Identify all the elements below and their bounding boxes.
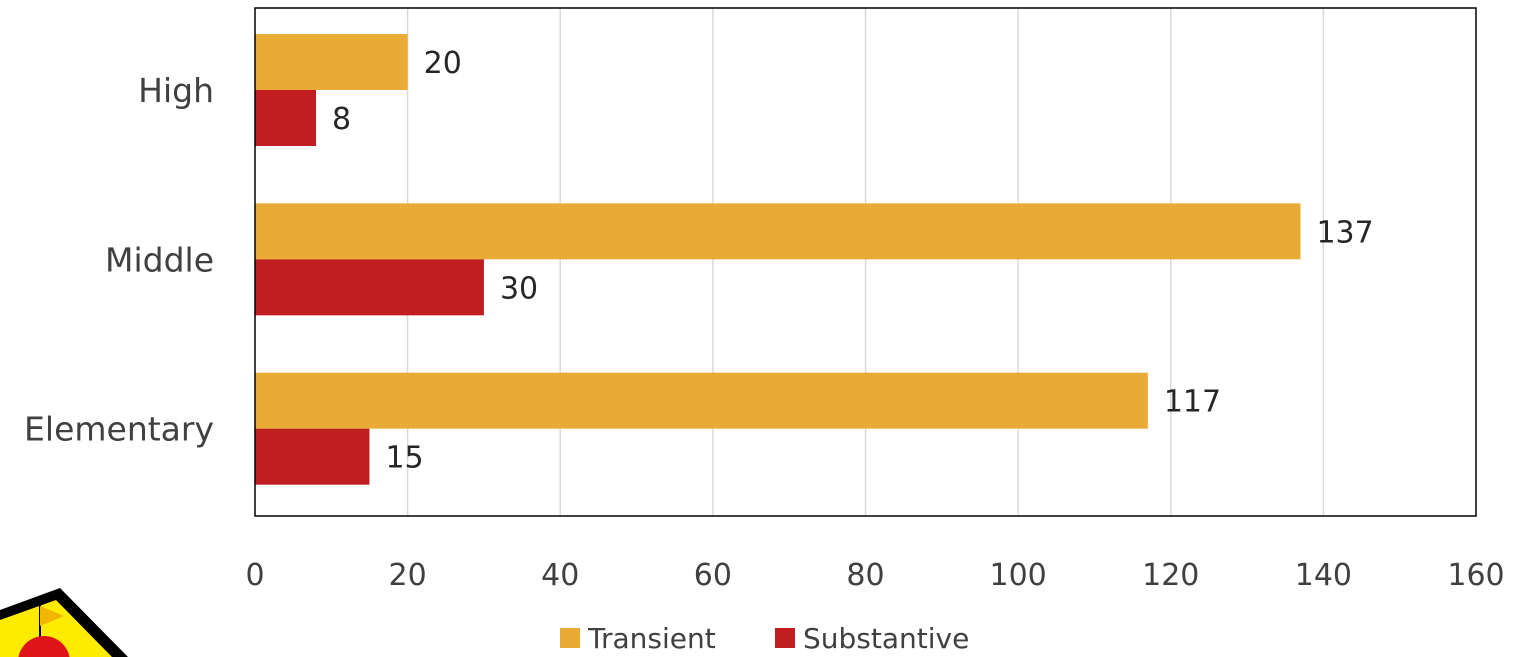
legend-swatch-transient: [560, 628, 580, 648]
plot-area-border: [254, 7, 1477, 517]
x-tick-label-160: 160: [1447, 558, 1504, 593]
data-label-elementary-transient: 117: [1164, 385, 1221, 420]
warning-flag-icon: [0, 588, 128, 657]
x-tick-label-60: 60: [694, 558, 732, 593]
x-tick-label-120: 120: [1142, 558, 1199, 593]
grid-lines: [406, 8, 1325, 516]
x-tick-label-100: 100: [989, 558, 1046, 593]
x-tick-label-140: 140: [1295, 558, 1352, 593]
legend-label-substantive: Substantive: [803, 622, 969, 655]
data-label-high-substantive: 8: [332, 102, 351, 137]
category-label-elementary: Elementary: [24, 410, 214, 449]
bar-high-substantive: [255, 90, 317, 146]
value-axis: 0 20 40 60 80 100 120 140 160: [245, 558, 1504, 593]
data-label-high-transient: 20: [424, 46, 462, 81]
bar-elementary-transient: [255, 372, 1148, 429]
data-label-middle-transient: 137: [1316, 215, 1373, 250]
category-axis: High Middle Elementary: [24, 71, 214, 449]
x-tick-label-80: 80: [846, 558, 884, 593]
legend-item-transient: Transient: [560, 622, 716, 655]
bar-middle-transient: [255, 203, 1301, 260]
bar-middle-substantive: [255, 259, 484, 316]
legend-swatch-substantive: [775, 628, 795, 648]
legend-item-substantive: Substantive: [775, 622, 969, 655]
bars: [255, 34, 1301, 485]
bar-elementary-substantive: [255, 428, 370, 485]
bar-high-transient: [255, 34, 408, 90]
x-tick-label-0: 0: [245, 558, 264, 593]
data-label-elementary-substantive: 15: [385, 441, 423, 476]
data-labels: 20 8 137 30 117 15: [332, 46, 1374, 476]
legend: Transient Substantive: [560, 622, 969, 655]
x-tick-label-20: 20: [389, 558, 427, 593]
category-label-high: High: [138, 71, 214, 110]
category-label-middle: Middle: [105, 240, 214, 279]
data-label-middle-substantive: 30: [500, 271, 538, 306]
x-tick-label-40: 40: [541, 558, 579, 593]
legend-label-transient: Transient: [587, 622, 716, 655]
